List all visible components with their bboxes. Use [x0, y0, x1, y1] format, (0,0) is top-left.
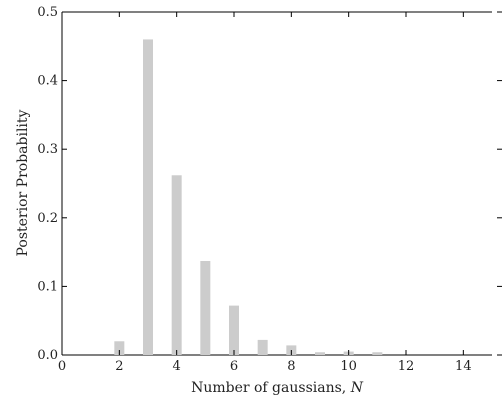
- x-ticks-group: 0 2 4 6 8 10 12 14: [58, 12, 472, 374]
- bar-n-6: [229, 305, 239, 355]
- y-tick-label: 0.5: [37, 5, 58, 20]
- bar-n-11: [372, 352, 383, 355]
- y-tick-label: 0.1: [37, 279, 58, 294]
- y-tick-label: 0.0: [37, 348, 58, 363]
- plot-frame: [61, 11, 492, 356]
- x-tick-label: 2: [115, 359, 123, 374]
- bar-n-3: [143, 39, 153, 355]
- x-tick-label: 14: [455, 359, 472, 374]
- y-tick-label: 0.3: [37, 142, 58, 157]
- x-tick-label: 10: [340, 359, 357, 374]
- x-tick-label: 4: [173, 359, 181, 374]
- bar-n-4: [171, 175, 182, 355]
- y-axis-label: Posterior Probability: [15, 109, 31, 256]
- x-tick-label: 8: [287, 359, 295, 374]
- x-tick-label: 12: [398, 359, 415, 374]
- bar-n-9: [315, 352, 325, 355]
- x-tick-label: 0: [58, 359, 66, 374]
- x-tick-label: 6: [230, 359, 238, 374]
- bar-n-2: [114, 341, 125, 355]
- bars-group: [114, 39, 383, 355]
- y-tick-label: 0.2: [37, 211, 58, 226]
- y-ticks-group: 0.0 0.1 0.2 0.3 0.4 0.5: [37, 5, 502, 363]
- y-tick-label: 0.4: [37, 74, 58, 89]
- bar-n-7: [257, 339, 268, 355]
- x-axis-label: Number of gaussians, N: [191, 380, 364, 396]
- bar-n-5: [200, 261, 211, 355]
